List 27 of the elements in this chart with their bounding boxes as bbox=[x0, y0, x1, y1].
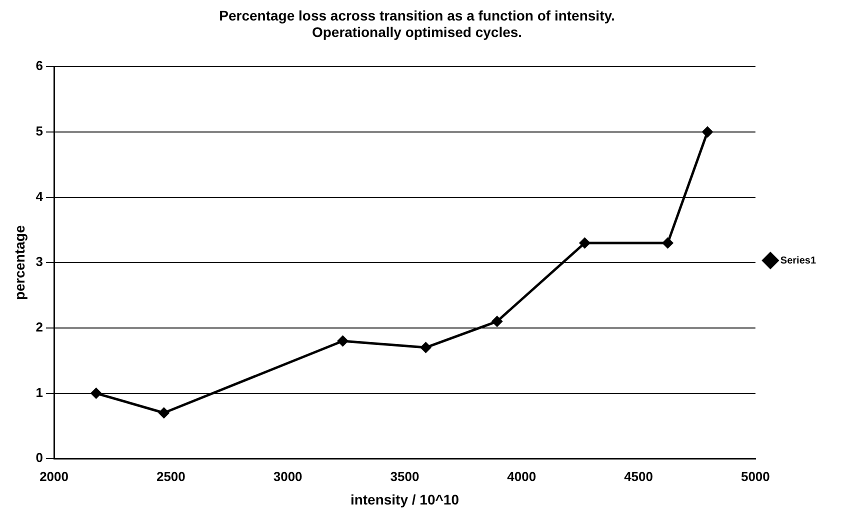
legend-label: Series1 bbox=[780, 255, 816, 266]
text: Operationally optimised cycles. bbox=[312, 24, 522, 40]
point bbox=[338, 336, 348, 346]
point bbox=[579, 238, 590, 248]
text: Percentage loss across transition as a function of intensity. bbox=[219, 7, 615, 24]
point bbox=[702, 126, 713, 138]
y-tick-label: 2 bbox=[36, 320, 44, 335]
point bbox=[492, 316, 502, 327]
y-tick-label: 5 bbox=[36, 124, 44, 139]
x-tick-label: 2500 bbox=[156, 468, 186, 484]
x-tick-label: 4500 bbox=[624, 468, 653, 484]
point bbox=[420, 342, 432, 353]
point bbox=[662, 238, 673, 248]
x-tick-label: 5000 bbox=[740, 468, 770, 484]
point bbox=[90, 388, 102, 399]
x-tick-label: 3500 bbox=[390, 468, 420, 484]
y-tick-label: 0 bbox=[36, 450, 44, 466]
y-tick-label: 1 bbox=[36, 384, 44, 400]
y-tick-label: 4 bbox=[36, 188, 44, 204]
x-tick-label: 3000 bbox=[273, 468, 302, 484]
x-tick-label: 4000 bbox=[507, 468, 536, 484]
point bbox=[158, 408, 170, 418]
y-tick-label: 3 bbox=[36, 254, 44, 270]
y-axis-title: percentage bbox=[11, 225, 28, 300]
y-tick-label: 6 bbox=[36, 58, 44, 74]
x-tick-label: 2000 bbox=[40, 468, 68, 484]
x-axis-title: intensity / 10^10 bbox=[350, 491, 460, 508]
